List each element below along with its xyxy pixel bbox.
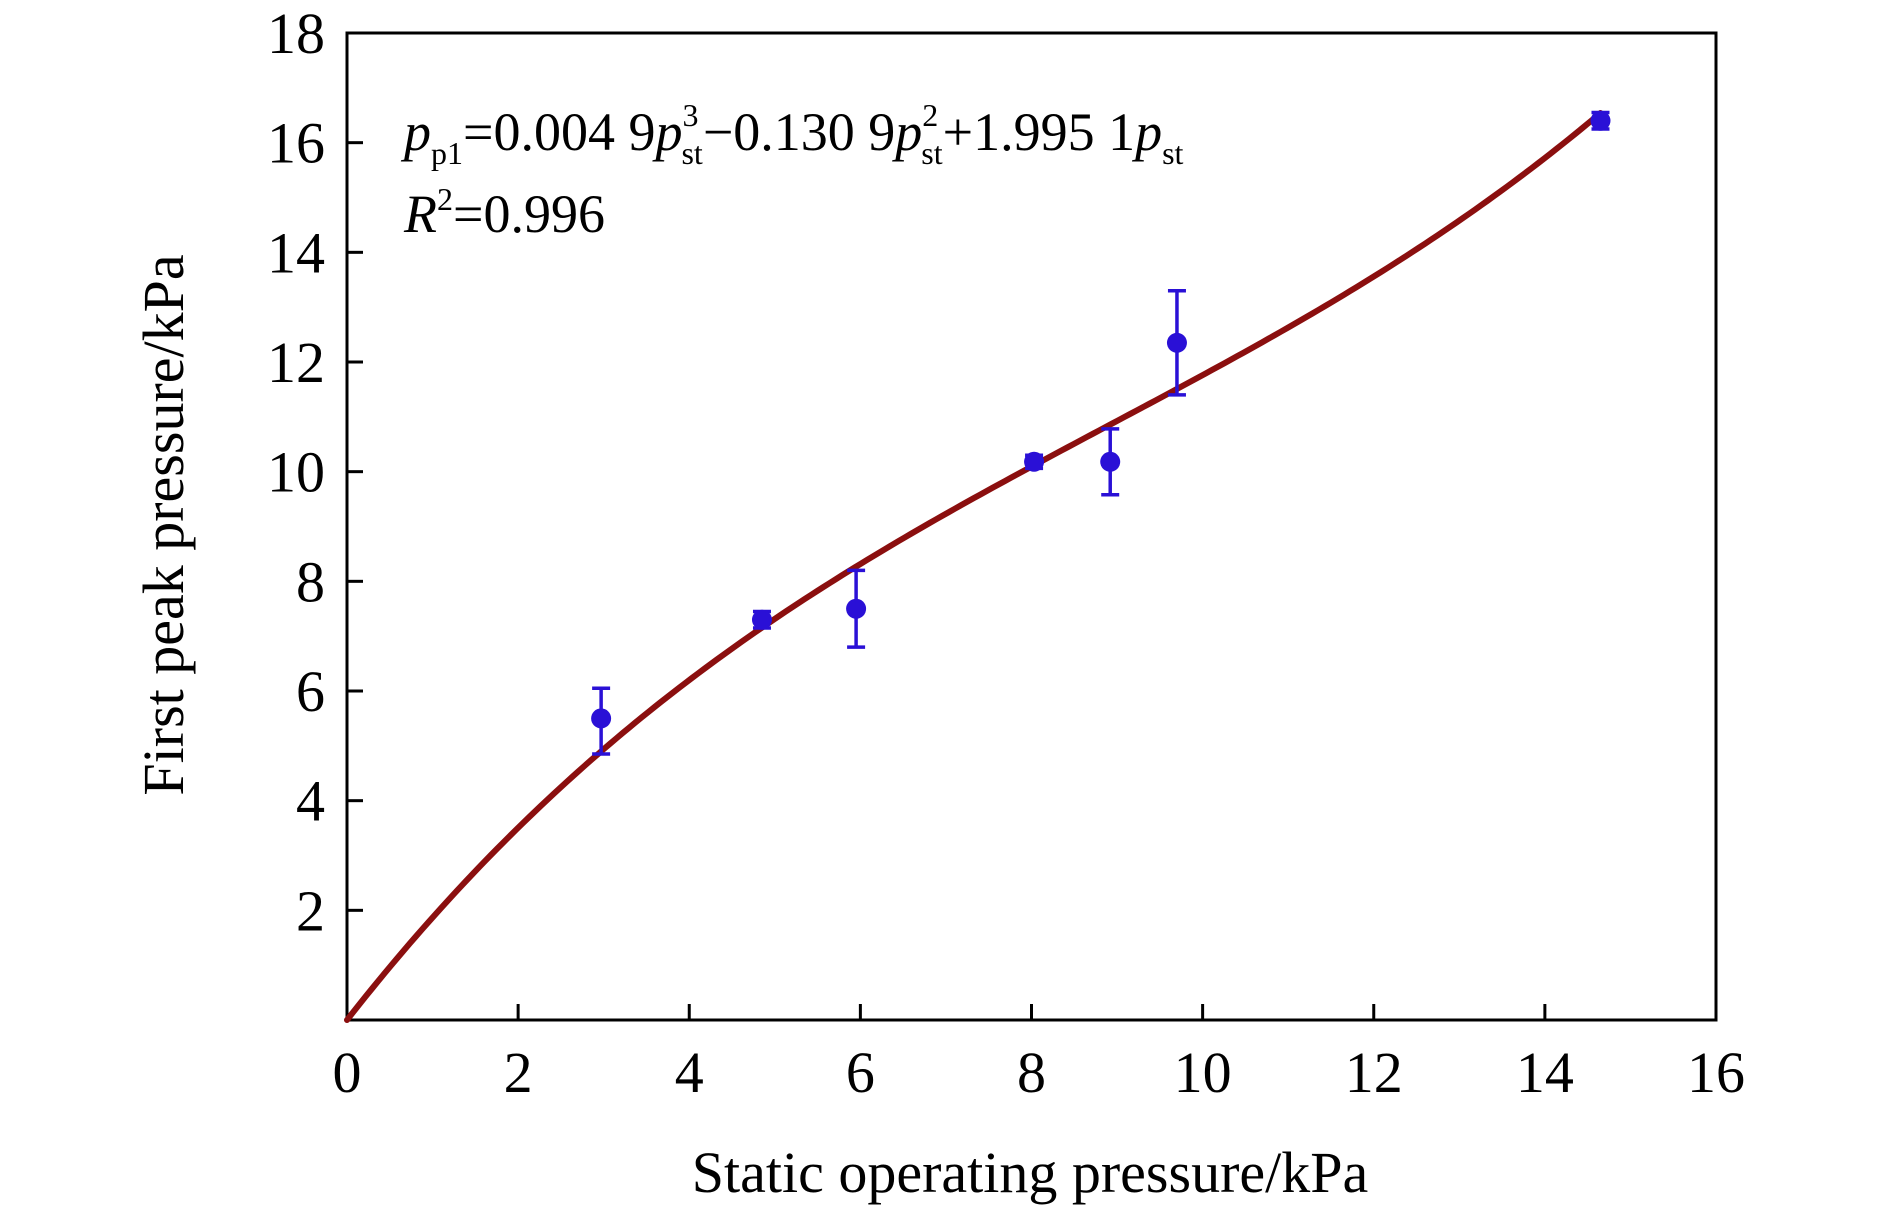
point-marker [1166, 332, 1187, 353]
y-axis-title: First peak pressure/kPa [131, 254, 196, 795]
data-points-layer [591, 110, 1611, 756]
x-tick-label: 10 [1174, 1040, 1232, 1105]
y-tick-label: 8 [296, 549, 325, 614]
x-tick-label: 12 [1345, 1040, 1403, 1105]
y-tick-label: 16 [267, 111, 325, 176]
data-point [1590, 110, 1611, 131]
y-tick-label: 2 [296, 878, 325, 943]
data-point [1024, 451, 1045, 472]
x-tick-label: 0 [333, 1040, 362, 1105]
point-marker [846, 598, 867, 619]
point-marker [591, 708, 612, 729]
x-tick-label: 16 [1687, 1040, 1745, 1105]
x-axis-title: Static operating pressure/kPa [692, 1140, 1369, 1205]
point-marker [1100, 451, 1121, 472]
fit-curve-layer [344, 110, 1604, 1023]
point-marker [1024, 451, 1045, 472]
y-tick-label: 10 [267, 440, 325, 505]
y-tick-label: 14 [267, 220, 325, 285]
data-point [751, 609, 772, 630]
y-axis: 2 4 6 8 10 12 14 16 18 [267, 1, 363, 943]
x-axis: 0 2 4 6 8 10 12 14 16 [333, 1004, 1745, 1105]
x-tick-label: 4 [675, 1040, 704, 1105]
y-tick-label: 4 [296, 769, 325, 834]
x-tick-label: 2 [504, 1040, 533, 1105]
point-marker [1590, 110, 1611, 131]
data-point [1166, 288, 1187, 397]
point-marker [751, 609, 772, 630]
x-tick-label: 6 [846, 1040, 875, 1105]
y-tick-label: 6 [296, 659, 325, 724]
y-tick-label: 18 [267, 1, 325, 66]
r-squared: R2=0.996 [403, 181, 605, 244]
fit-curve [344, 110, 1604, 1023]
data-point [591, 686, 612, 756]
fit-equation: pp1=0.004 9p3 st−0.130 9p2 st+1.995 1pst [400, 97, 1184, 171]
y-tick-label: 12 [267, 330, 325, 395]
x-tick-label: 8 [1017, 1040, 1046, 1105]
x-tick-label: 14 [1516, 1040, 1574, 1105]
data-point [846, 568, 867, 649]
data-point [1100, 427, 1121, 497]
